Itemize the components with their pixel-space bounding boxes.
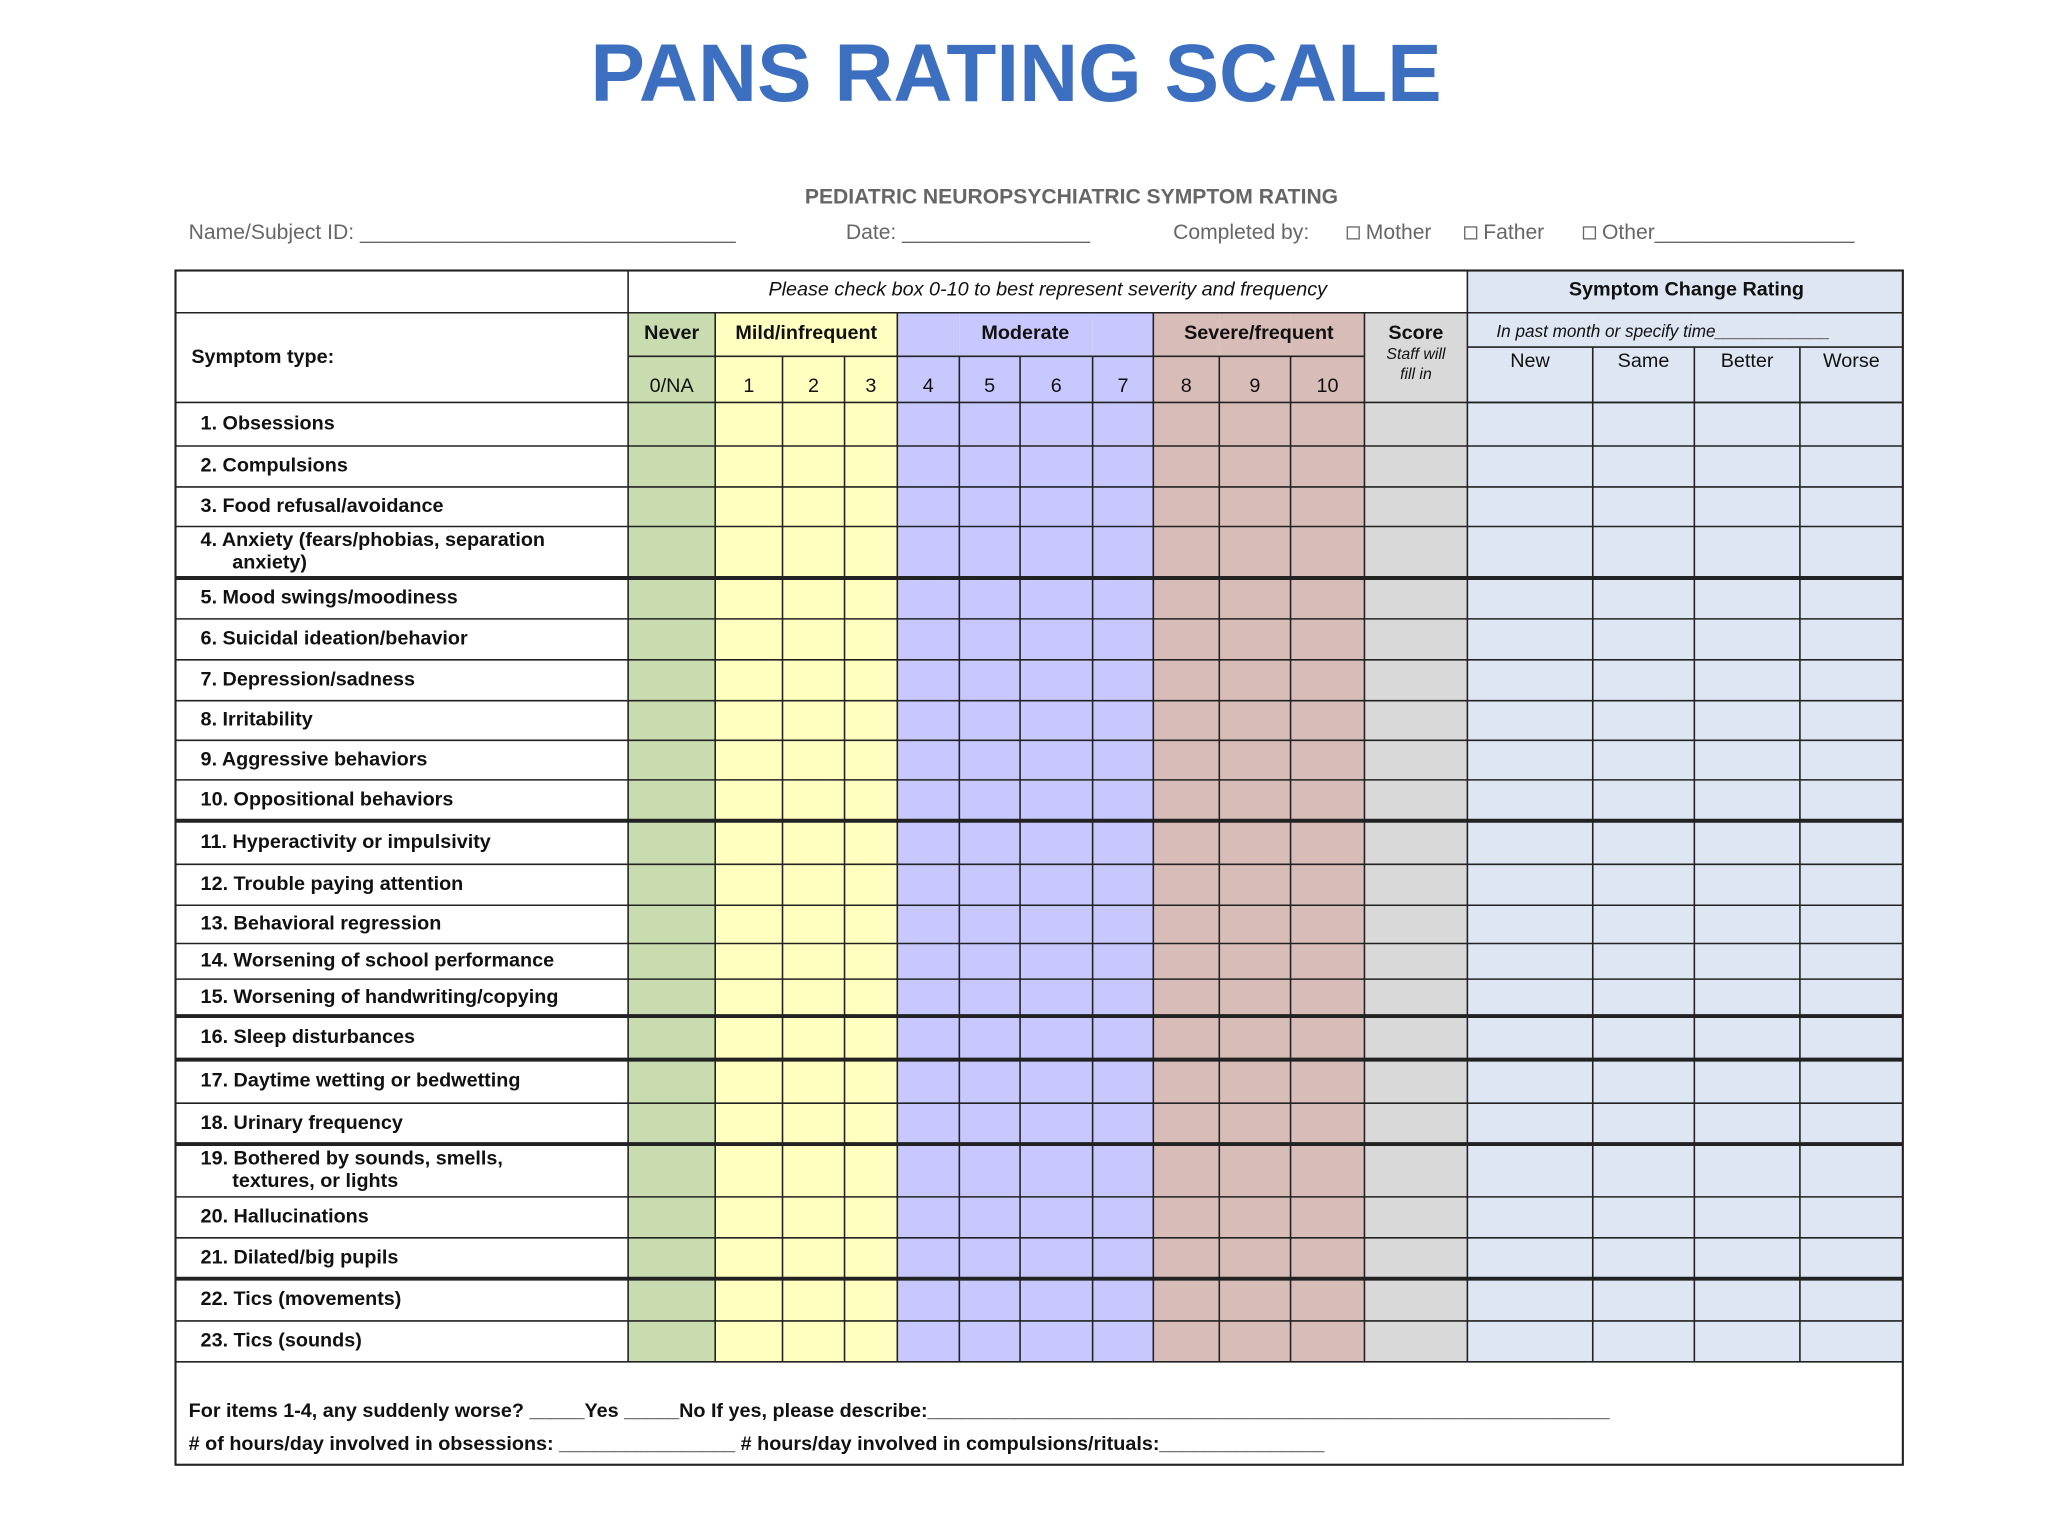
symptom: 10. Oppositional behaviors	[201, 789, 454, 811]
group-label: Never	[644, 322, 699, 344]
column-fill	[1020, 312, 1093, 1362]
title: PANS RATING SCALE	[590, 28, 1441, 119]
column-fill	[959, 312, 1021, 1362]
column-fill	[1799, 312, 1903, 1362]
change-title: Symptom Change Rating	[1569, 279, 1804, 301]
score-note: fill in	[1400, 366, 1432, 383]
symptom: 22. Tics (movements)	[201, 1288, 402, 1310]
symptom: 2. Compulsions	[201, 455, 348, 477]
symptom: textures, or lights	[232, 1170, 398, 1192]
option-label: Mother	[1366, 221, 1432, 244]
symptom: 23. Tics (sounds)	[201, 1330, 362, 1352]
scale-label: 1	[743, 375, 754, 397]
symptom: 13. Behavioral regression	[201, 913, 442, 935]
column-fill	[782, 312, 845, 1362]
scale-label: 8	[1181, 375, 1192, 397]
column-fill	[715, 312, 783, 1362]
symptom: 12. Trouble paying attention	[201, 873, 464, 895]
option-label: Other_________________	[1602, 221, 1855, 244]
column-fill	[1364, 312, 1468, 1362]
symptom: 14. Worsening of school performance	[201, 950, 555, 972]
column-fill	[1092, 312, 1154, 1362]
column-fill	[897, 312, 960, 1362]
group-label: Severe/frequent	[1184, 322, 1334, 344]
symptom: 11. Hyperactivity or impulsivity	[201, 831, 491, 853]
date-field: Date: ________________	[846, 221, 1090, 244]
symptom: 3. Food refusal/avoidance	[201, 495, 444, 517]
group-label: Mild/infrequent	[735, 322, 877, 344]
change-column: Same	[1618, 350, 1670, 372]
scale-label: 5	[984, 375, 995, 397]
symptom: 9. Aggressive behaviors	[201, 748, 428, 770]
name-field: Name/Subject ID: _______________________…	[189, 221, 736, 244]
symptom: 21. Dilated/big pupils	[201, 1246, 399, 1268]
footer-line: # of hours/day involved in obsessions: _…	[189, 1433, 1326, 1455]
symptom: 4. Anxiety (fears/phobias, separation	[201, 529, 545, 551]
column-fill	[1592, 312, 1695, 1362]
column-fill	[628, 312, 716, 1362]
column-fill	[1694, 312, 1800, 1362]
change-note: In past month or specify time___________…	[1496, 321, 1830, 341]
completed-by: Completed by:	[1173, 221, 1309, 244]
change-column: Worse	[1823, 350, 1880, 372]
group-label: Moderate	[981, 322, 1069, 344]
symptom: 18. Urinary frequency	[201, 1112, 403, 1134]
change-column: Better	[1721, 350, 1774, 372]
change-column: New	[1510, 350, 1550, 372]
symptom: anxiety)	[232, 552, 307, 574]
option-label: Father	[1483, 221, 1544, 244]
column-fill	[1467, 312, 1593, 1362]
instruction: Please check box 0-10 to best represent …	[768, 279, 1328, 301]
symptom: 20. Hallucinations	[201, 1206, 369, 1228]
scale-label: 7	[1117, 375, 1128, 397]
symptom: 15. Worsening of handwriting/copying	[201, 986, 559, 1008]
scale-label: 9	[1249, 375, 1260, 397]
scale-label: 4	[923, 375, 934, 397]
symptom: 7. Depression/sadness	[201, 668, 415, 690]
symptom: 17. Daytime wetting or bedwetting	[201, 1070, 521, 1092]
score-label: Score	[1388, 322, 1443, 344]
column-fill	[1153, 312, 1220, 1362]
column-fill	[844, 312, 898, 1362]
table-border	[174, 269, 1904, 1466]
symptom-header: Symptom type:	[191, 346, 334, 368]
change-header-fill	[1467, 270, 1903, 313]
scale-label: 3	[865, 375, 876, 397]
checkbox	[1582, 226, 1597, 240]
symptom: 19. Bothered by sounds, smells,	[201, 1147, 503, 1169]
score-note: Staff will	[1386, 346, 1445, 363]
symptom: 16. Sleep disturbances	[201, 1026, 415, 1048]
column-fill	[1290, 312, 1365, 1362]
checkbox	[1346, 226, 1360, 240]
symptom: 6. Suicidal ideation/behavior	[201, 628, 468, 650]
scale-label: 2	[808, 375, 819, 397]
footer-line: For items 1-4, any suddenly worse? _____…	[189, 1400, 1611, 1422]
scale-label: 10	[1316, 375, 1338, 397]
symptom: 1. Obsessions	[201, 412, 335, 434]
checkbox	[1464, 226, 1478, 240]
scale-label: 0/NA	[650, 375, 695, 397]
symptom: 8. Irritability	[201, 709, 313, 731]
symptom: 5. Mood swings/moodiness	[201, 587, 458, 609]
column-fill	[1219, 312, 1291, 1362]
scale-label: 6	[1051, 375, 1062, 397]
form-heading: PEDIATRIC NEUROPSYCHIATRIC SYMPTOM RATIN…	[805, 186, 1338, 209]
